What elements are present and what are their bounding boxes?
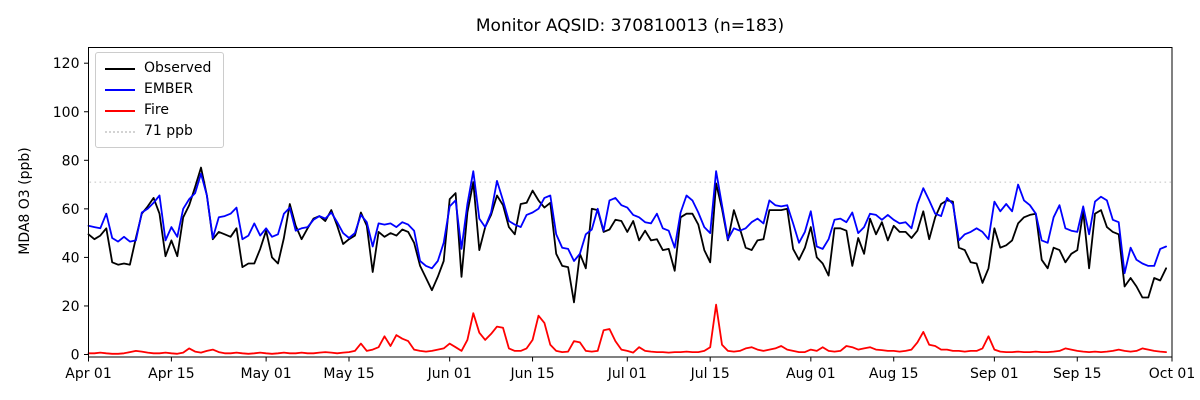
x-tick-label: Jul 15 [690,366,730,382]
legend-line-sample [105,67,135,70]
x-tick-label: Jun 15 [509,366,554,382]
y-tick-label: 20 [62,299,80,315]
x-tick-label: Sep 15 [1053,366,1102,382]
legend-item-observed: Observed [105,60,211,77]
legend-item-ember: EMBER [105,81,211,98]
x-tick-label: Apr 01 [65,366,111,382]
y-tick-label: 60 [62,202,80,218]
legend-label: Fire [144,102,169,118]
y-tick-label: 80 [62,153,80,169]
x-tick-label: Sep 01 [970,366,1019,382]
legend-item-71-ppb: 71 ppb [105,123,211,140]
legend-line-sample [105,130,135,133]
chart-title: Monitor AQSID: 370810013 (n=183) [475,16,785,36]
legend-line-sample [105,109,135,112]
x-tick-label: Jul 01 [607,366,647,382]
x-tick-label: Jun 01 [427,366,472,382]
x-tick-label: Aug 01 [786,366,836,382]
x-tick-label: May 01 [241,366,292,382]
y-tick-label: 100 [53,105,80,121]
series-line-ember [87,170,1167,275]
legend: Observed EMBER Fire 71 ppb [95,52,225,148]
legend-label: Observed [144,60,212,76]
x-tick-label: Oct 01 [1149,366,1195,382]
x-tick-label: May 15 [323,366,374,382]
legend-line-sample [105,88,135,91]
plot-frame [88,47,1173,358]
legend-label: 71 ppb [144,123,193,139]
y-tick-label: 40 [62,250,80,266]
x-tick-label: Apr 15 [148,366,194,382]
x-tick-label: Aug 15 [869,366,919,382]
series-line-observed [87,166,1167,304]
legend-label: EMBER [144,81,194,97]
y-tick-label: 0 [71,348,80,364]
series-line-fire [87,303,1167,355]
legend-item-fire: Fire [105,102,211,119]
y-tick-label: 120 [53,56,80,72]
